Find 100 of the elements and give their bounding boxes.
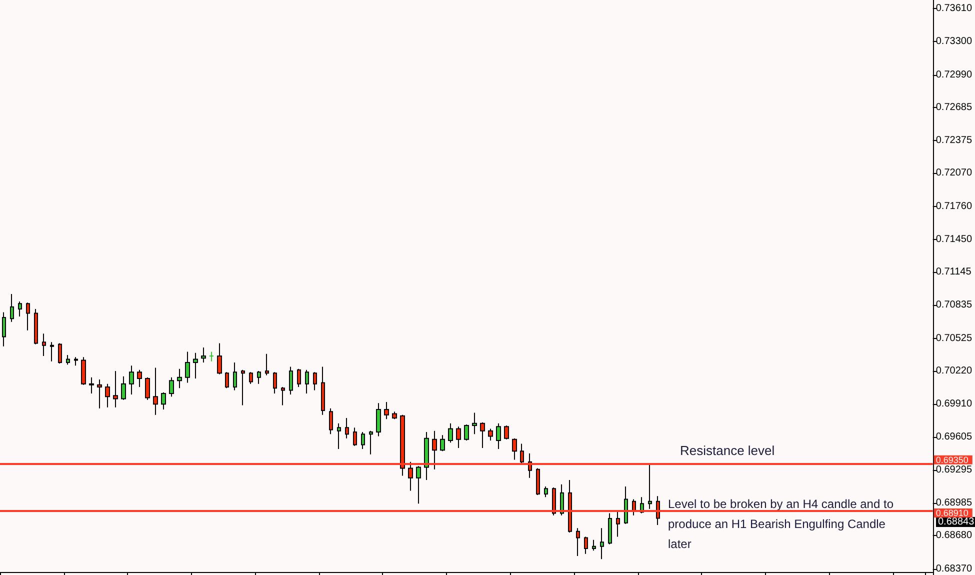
- candlestick: [568, 480, 572, 533]
- candlestick: [520, 443, 524, 464]
- candlestick: [257, 370, 261, 384]
- y-tick-label: 0.70525: [936, 332, 972, 344]
- candlestick: [281, 386, 285, 406]
- candlestick: [456, 426, 461, 448]
- y-tick-label: 0.73610: [936, 3, 972, 14]
- candlestick: [656, 496, 660, 526]
- candlestick: [624, 486, 628, 524]
- candlestick: [472, 412, 477, 435]
- candlestick: [241, 369, 245, 406]
- candlestick: [369, 430, 373, 455]
- candlestick: [89, 376, 94, 394]
- candlestick: [592, 539, 596, 552]
- candlestick: [512, 438, 517, 460]
- candlestick: [297, 368, 301, 388]
- candlestick: [504, 425, 509, 440]
- candlestick: [18, 301, 22, 317]
- candlestick: [201, 346, 206, 363]
- candlestick: [424, 431, 429, 481]
- candlestick: [400, 414, 405, 476]
- candlestick: [536, 468, 540, 496]
- annotation: Resistance level: [680, 443, 775, 458]
- candlestick: [608, 512, 612, 545]
- candlestick: [432, 430, 437, 470]
- y-tick-label: 0.68370: [936, 563, 972, 574]
- ref-line-label: 0.69350: [936, 454, 968, 465]
- candlestick: [273, 372, 277, 394]
- y-tick-label: 0.71760: [936, 200, 972, 212]
- candlestick: [576, 528, 580, 556]
- candlestick: [81, 356, 86, 386]
- annotation: Level to be broken by an H4 candle and to produce an H1 Bearish Engulfing Candle later: [668, 497, 897, 552]
- candlestick: [392, 411, 397, 420]
- candlestick: [145, 376, 150, 400]
- y-tick-label: 0.68680: [936, 530, 972, 542]
- candlestick: [209, 351, 214, 362]
- candlestick: [408, 461, 413, 492]
- candlestick: [440, 434, 445, 452]
- candlestick: [353, 427, 357, 446]
- candlestick: [105, 383, 110, 408]
- y-tick-label: 0.69910: [936, 398, 972, 410]
- candlestick: [185, 351, 190, 384]
- y-tick-label: 0.71450: [936, 234, 972, 245]
- candlestick: [305, 369, 309, 394]
- y-tick-label: 0.72990: [936, 69, 972, 80]
- text: 0.68843: [938, 516, 975, 528]
- candlestick: [225, 372, 229, 389]
- candlestick: [313, 372, 317, 391]
- candlestick: [289, 366, 293, 396]
- candlestick: [97, 379, 102, 409]
- candlestick: [448, 422, 453, 444]
- candlestick: [648, 464, 652, 510]
- candlestick: [10, 294, 14, 322]
- candlestick: [584, 536, 588, 554]
- y-tick-label: 0.73300: [936, 36, 972, 48]
- y-tick-label: 0.72685: [936, 102, 972, 113]
- candlestick: [249, 372, 253, 384]
- candlestick: [177, 368, 182, 389]
- candlestick: [544, 486, 548, 498]
- candlestick: [113, 370, 118, 408]
- y-tick-label: 0.69605: [936, 431, 972, 442]
- candlestick: [496, 422, 501, 450]
- candlestick: [345, 418, 349, 439]
- candlestick: [632, 498, 636, 516]
- candlestick: [74, 356, 78, 366]
- candlestick: [193, 352, 198, 379]
- candlestick: [488, 428, 493, 441]
- ref-line-label: 0.68910: [936, 508, 968, 518]
- y-tick-label: 0.72375: [936, 135, 972, 146]
- candlestick: [321, 366, 325, 416]
- candlestick: [233, 362, 237, 391]
- candlestick: [129, 365, 134, 396]
- candlestick: [50, 342, 54, 362]
- candlestick: [137, 369, 142, 388]
- candlestick: [376, 402, 381, 437]
- y-tick-label: 0.72070: [936, 168, 972, 179]
- candlestick: [42, 333, 46, 357]
- y-tick-label: 0.70220: [936, 366, 972, 376]
- candlestick: [153, 367, 158, 416]
- candlestick: [34, 308, 38, 345]
- candlestick: [480, 422, 485, 448]
- y-tick-label: 0.70835: [936, 300, 972, 311]
- candlestick: [2, 312, 6, 347]
- candlestick: [265, 353, 269, 376]
- candlestick: [361, 431, 365, 450]
- candlestick: [552, 487, 556, 516]
- candlestick: [169, 376, 174, 398]
- y-tick-label: 0.69295: [936, 464, 972, 476]
- y-tick-label: 0.68985: [936, 498, 972, 509]
- candlestick: [58, 342, 62, 364]
- candlestick: [161, 392, 166, 410]
- candlestick: [329, 408, 333, 435]
- candlestick: [464, 424, 469, 441]
- candlestick: [66, 354, 70, 366]
- candlestick: [121, 376, 126, 400]
- candlestick: [616, 509, 620, 538]
- candlestick: [26, 302, 30, 331]
- candlestick: [217, 342, 222, 375]
- candlestick: [337, 422, 341, 450]
- candlestick: [600, 528, 604, 560]
